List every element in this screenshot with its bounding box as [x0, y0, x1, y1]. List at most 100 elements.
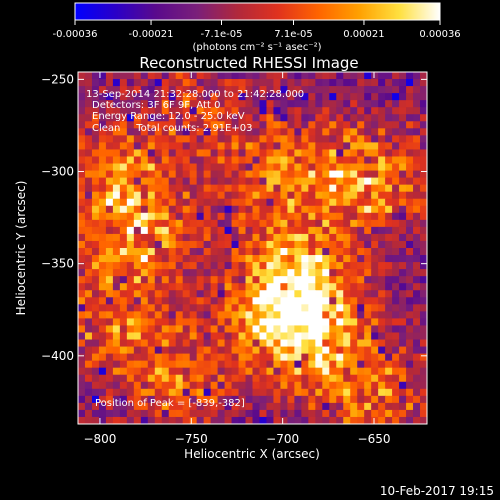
- heatmap-cell: [266, 388, 274, 397]
- heatmap-cell: [301, 170, 309, 179]
- heatmap-cell: [364, 416, 372, 425]
- heatmap-cell: [378, 184, 386, 193]
- heatmap-cell: [161, 409, 170, 418]
- heatmap-cell: [364, 114, 372, 122]
- heatmap-cell: [147, 332, 156, 341]
- heatmap-cell: [322, 233, 330, 242]
- heatmap-cell: [308, 283, 316, 291]
- heatmap-cell: [280, 191, 288, 200]
- heatmap-cell: [287, 233, 295, 242]
- heatmap-cell: [336, 184, 344, 193]
- heatmap-cell: [280, 339, 288, 348]
- heatmap-cell: [119, 395, 128, 404]
- heatmap-cell: [371, 276, 379, 284]
- heatmap-cell: [322, 184, 330, 193]
- heatmap-cell: [245, 93, 253, 101]
- heatmap-cell: [140, 226, 149, 235]
- heatmap-cell: [98, 248, 107, 256]
- heatmap-cell: [196, 163, 205, 172]
- heatmap-cell: [420, 395, 428, 404]
- heatmap-cell: [175, 290, 184, 298]
- heatmap-cell: [175, 170, 184, 179]
- heatmap-cell: [189, 184, 198, 193]
- heatmap-cell: [259, 290, 267, 298]
- heatmap-cell: [112, 332, 121, 341]
- heatmap-cell: [217, 79, 226, 87]
- heatmap-cell: [140, 255, 149, 263]
- heatmap-cell: [266, 107, 274, 115]
- heatmap-cell: [203, 128, 212, 136]
- heatmap-cell: [154, 233, 163, 242]
- heatmap-cell: [364, 93, 372, 101]
- heatmap-cell: [399, 72, 407, 80]
- heatmap-cell: [364, 381, 372, 390]
- heatmap-cell: [294, 100, 302, 108]
- heatmap-cell: [406, 135, 414, 143]
- heatmap-cell: [413, 353, 421, 362]
- heatmap-cell: [336, 142, 344, 150]
- heatmap-cell: [126, 156, 135, 165]
- heatmap-cell: [259, 219, 267, 228]
- heatmap-cell: [238, 318, 247, 326]
- heatmap-cell: [154, 339, 163, 348]
- heatmap-cell: [399, 184, 407, 193]
- heatmap-cell: [357, 283, 365, 291]
- heatmap-cell: [294, 318, 302, 326]
- heatmap-cell: [308, 177, 316, 186]
- heatmap-cell: [78, 318, 86, 326]
- heatmap-cell: [280, 226, 288, 235]
- heatmap-cell: [196, 114, 205, 122]
- heatmap-cell: [189, 93, 198, 101]
- heatmap-cell: [266, 170, 274, 179]
- heatmap-cell: [154, 156, 163, 165]
- heatmap-cell: [78, 416, 86, 425]
- heatmap-cell: [112, 409, 121, 418]
- heatmap-cell: [182, 86, 191, 94]
- heatmap-cell: [364, 318, 372, 326]
- heatmap-cell: [378, 240, 386, 249]
- heatmap-cell: [196, 297, 205, 305]
- heatmap-cell: [315, 262, 323, 270]
- heatmap-cell: [203, 191, 212, 200]
- heatmap-cell: [364, 255, 372, 263]
- heatmap-cell: [420, 198, 428, 207]
- heatmap-cell: [238, 332, 247, 341]
- heatmap-cell: [196, 219, 205, 228]
- heatmap-cell: [224, 184, 233, 193]
- heatmap-cell: [147, 388, 156, 397]
- heatmap-cell: [112, 205, 121, 214]
- heatmap-cell: [161, 332, 170, 341]
- heatmap-cell: [322, 262, 330, 270]
- heatmap-cell: [287, 170, 295, 179]
- heatmap-cell: [399, 107, 407, 115]
- heatmap-cell: [420, 353, 428, 362]
- heatmap-cell: [420, 416, 428, 425]
- heatmap-cell: [210, 409, 219, 418]
- heatmap-cell: [224, 318, 233, 326]
- heatmap-cell: [147, 409, 156, 418]
- heatmap-cell: [133, 388, 142, 397]
- heatmap-cell: [78, 149, 86, 157]
- heatmap-cell: [329, 276, 337, 284]
- heatmap-cell: [252, 290, 260, 298]
- heatmap-cell: [420, 142, 428, 150]
- heatmap-cell: [168, 346, 177, 355]
- heatmap-cell: [91, 156, 100, 165]
- heatmap-cell: [182, 318, 191, 326]
- heatmap-cell: [413, 177, 421, 186]
- heatmap-cell: [392, 149, 400, 157]
- heatmap-cell: [343, 212, 351, 221]
- heatmap-cell: [133, 100, 142, 108]
- heatmap-cell: [133, 121, 142, 129]
- heatmap-cell: [224, 283, 233, 291]
- heatmap-cell: [266, 353, 274, 362]
- heatmap-cell: [245, 409, 253, 418]
- heatmap-cell: [238, 163, 247, 172]
- heatmap-cell: [175, 297, 184, 305]
- heatmap-cell: [78, 360, 86, 369]
- heatmap-cell: [140, 79, 149, 87]
- heatmap-cell: [196, 283, 205, 291]
- heatmap-cell: [238, 360, 247, 369]
- heatmap-cell: [105, 332, 114, 341]
- heatmap-cell: [133, 416, 142, 425]
